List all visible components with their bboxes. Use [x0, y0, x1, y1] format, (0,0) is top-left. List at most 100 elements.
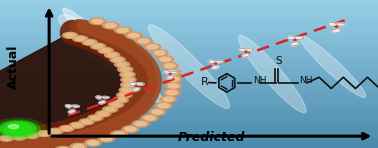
Circle shape [105, 52, 120, 58]
Circle shape [27, 134, 37, 137]
Circle shape [0, 120, 40, 137]
Text: Actual: Actual [7, 44, 20, 89]
Bar [0, 63, 378, 65]
Bar [0, 146, 378, 148]
Circle shape [79, 119, 94, 125]
Circle shape [136, 38, 152, 44]
Bar [0, 46, 378, 48]
Circle shape [113, 132, 124, 136]
Circle shape [98, 48, 113, 53]
Circle shape [125, 127, 136, 131]
Bar [0, 79, 378, 81]
Bar [0, 39, 378, 41]
Circle shape [118, 66, 133, 72]
Bar [0, 44, 378, 46]
Circle shape [105, 107, 115, 111]
Bar [0, 85, 378, 87]
Bar [0, 141, 378, 142]
Bar [0, 0, 378, 2]
Circle shape [117, 92, 132, 98]
Ellipse shape [328, 22, 337, 27]
Circle shape [59, 126, 74, 131]
Ellipse shape [164, 71, 171, 74]
Circle shape [55, 146, 71, 148]
Bar [0, 22, 378, 24]
Circle shape [168, 84, 179, 88]
Circle shape [85, 40, 94, 44]
Bar [0, 26, 378, 28]
Circle shape [124, 78, 133, 82]
Circle shape [87, 141, 98, 145]
Circle shape [62, 127, 71, 130]
Ellipse shape [300, 36, 366, 98]
Ellipse shape [134, 83, 144, 85]
Bar [0, 37, 378, 39]
Bar [0, 2, 378, 4]
Bar [0, 128, 378, 130]
Circle shape [98, 136, 115, 142]
Circle shape [111, 103, 121, 107]
Ellipse shape [65, 105, 73, 108]
Bar [0, 111, 378, 113]
Ellipse shape [332, 29, 341, 33]
Ellipse shape [59, 15, 153, 89]
Bar [0, 139, 378, 141]
Bar [0, 30, 378, 32]
Circle shape [24, 133, 39, 139]
Circle shape [0, 118, 45, 139]
Ellipse shape [63, 8, 164, 104]
Circle shape [82, 39, 97, 45]
Circle shape [36, 131, 51, 137]
Circle shape [72, 123, 82, 127]
Ellipse shape [99, 101, 105, 104]
Circle shape [93, 44, 103, 48]
Bar [0, 96, 378, 98]
Circle shape [65, 33, 75, 37]
Circle shape [163, 89, 180, 96]
Circle shape [48, 128, 63, 134]
Bar [0, 117, 378, 118]
Circle shape [135, 85, 137, 86]
Circle shape [123, 83, 133, 87]
Circle shape [121, 77, 136, 83]
Bar [0, 57, 378, 59]
Ellipse shape [293, 37, 304, 39]
Circle shape [73, 144, 84, 148]
Circle shape [115, 27, 131, 34]
Circle shape [108, 102, 124, 108]
Bar [0, 81, 378, 83]
Circle shape [63, 32, 78, 38]
Circle shape [132, 120, 149, 127]
Circle shape [158, 104, 169, 108]
Circle shape [89, 18, 106, 24]
Bar [0, 115, 378, 117]
Circle shape [122, 88, 132, 92]
Polygon shape [0, 33, 132, 140]
Ellipse shape [212, 66, 219, 69]
Bar [0, 70, 378, 72]
Circle shape [98, 112, 108, 116]
Bar [0, 48, 378, 50]
Circle shape [164, 64, 175, 68]
Circle shape [110, 57, 125, 63]
Circle shape [135, 122, 146, 126]
Ellipse shape [239, 48, 246, 52]
Bar [0, 104, 378, 105]
Circle shape [163, 97, 174, 101]
Circle shape [85, 140, 101, 146]
Circle shape [90, 43, 105, 49]
Ellipse shape [244, 49, 254, 51]
Text: NH: NH [253, 76, 266, 85]
Bar [0, 94, 378, 96]
Bar [0, 113, 378, 115]
Circle shape [75, 37, 85, 41]
Circle shape [119, 93, 129, 97]
Bar [0, 15, 378, 17]
Circle shape [144, 116, 155, 120]
Ellipse shape [208, 60, 216, 64]
Bar [0, 7, 378, 9]
Ellipse shape [101, 96, 109, 99]
Text: S: S [276, 56, 282, 66]
Bar [0, 126, 378, 128]
Circle shape [113, 97, 128, 103]
